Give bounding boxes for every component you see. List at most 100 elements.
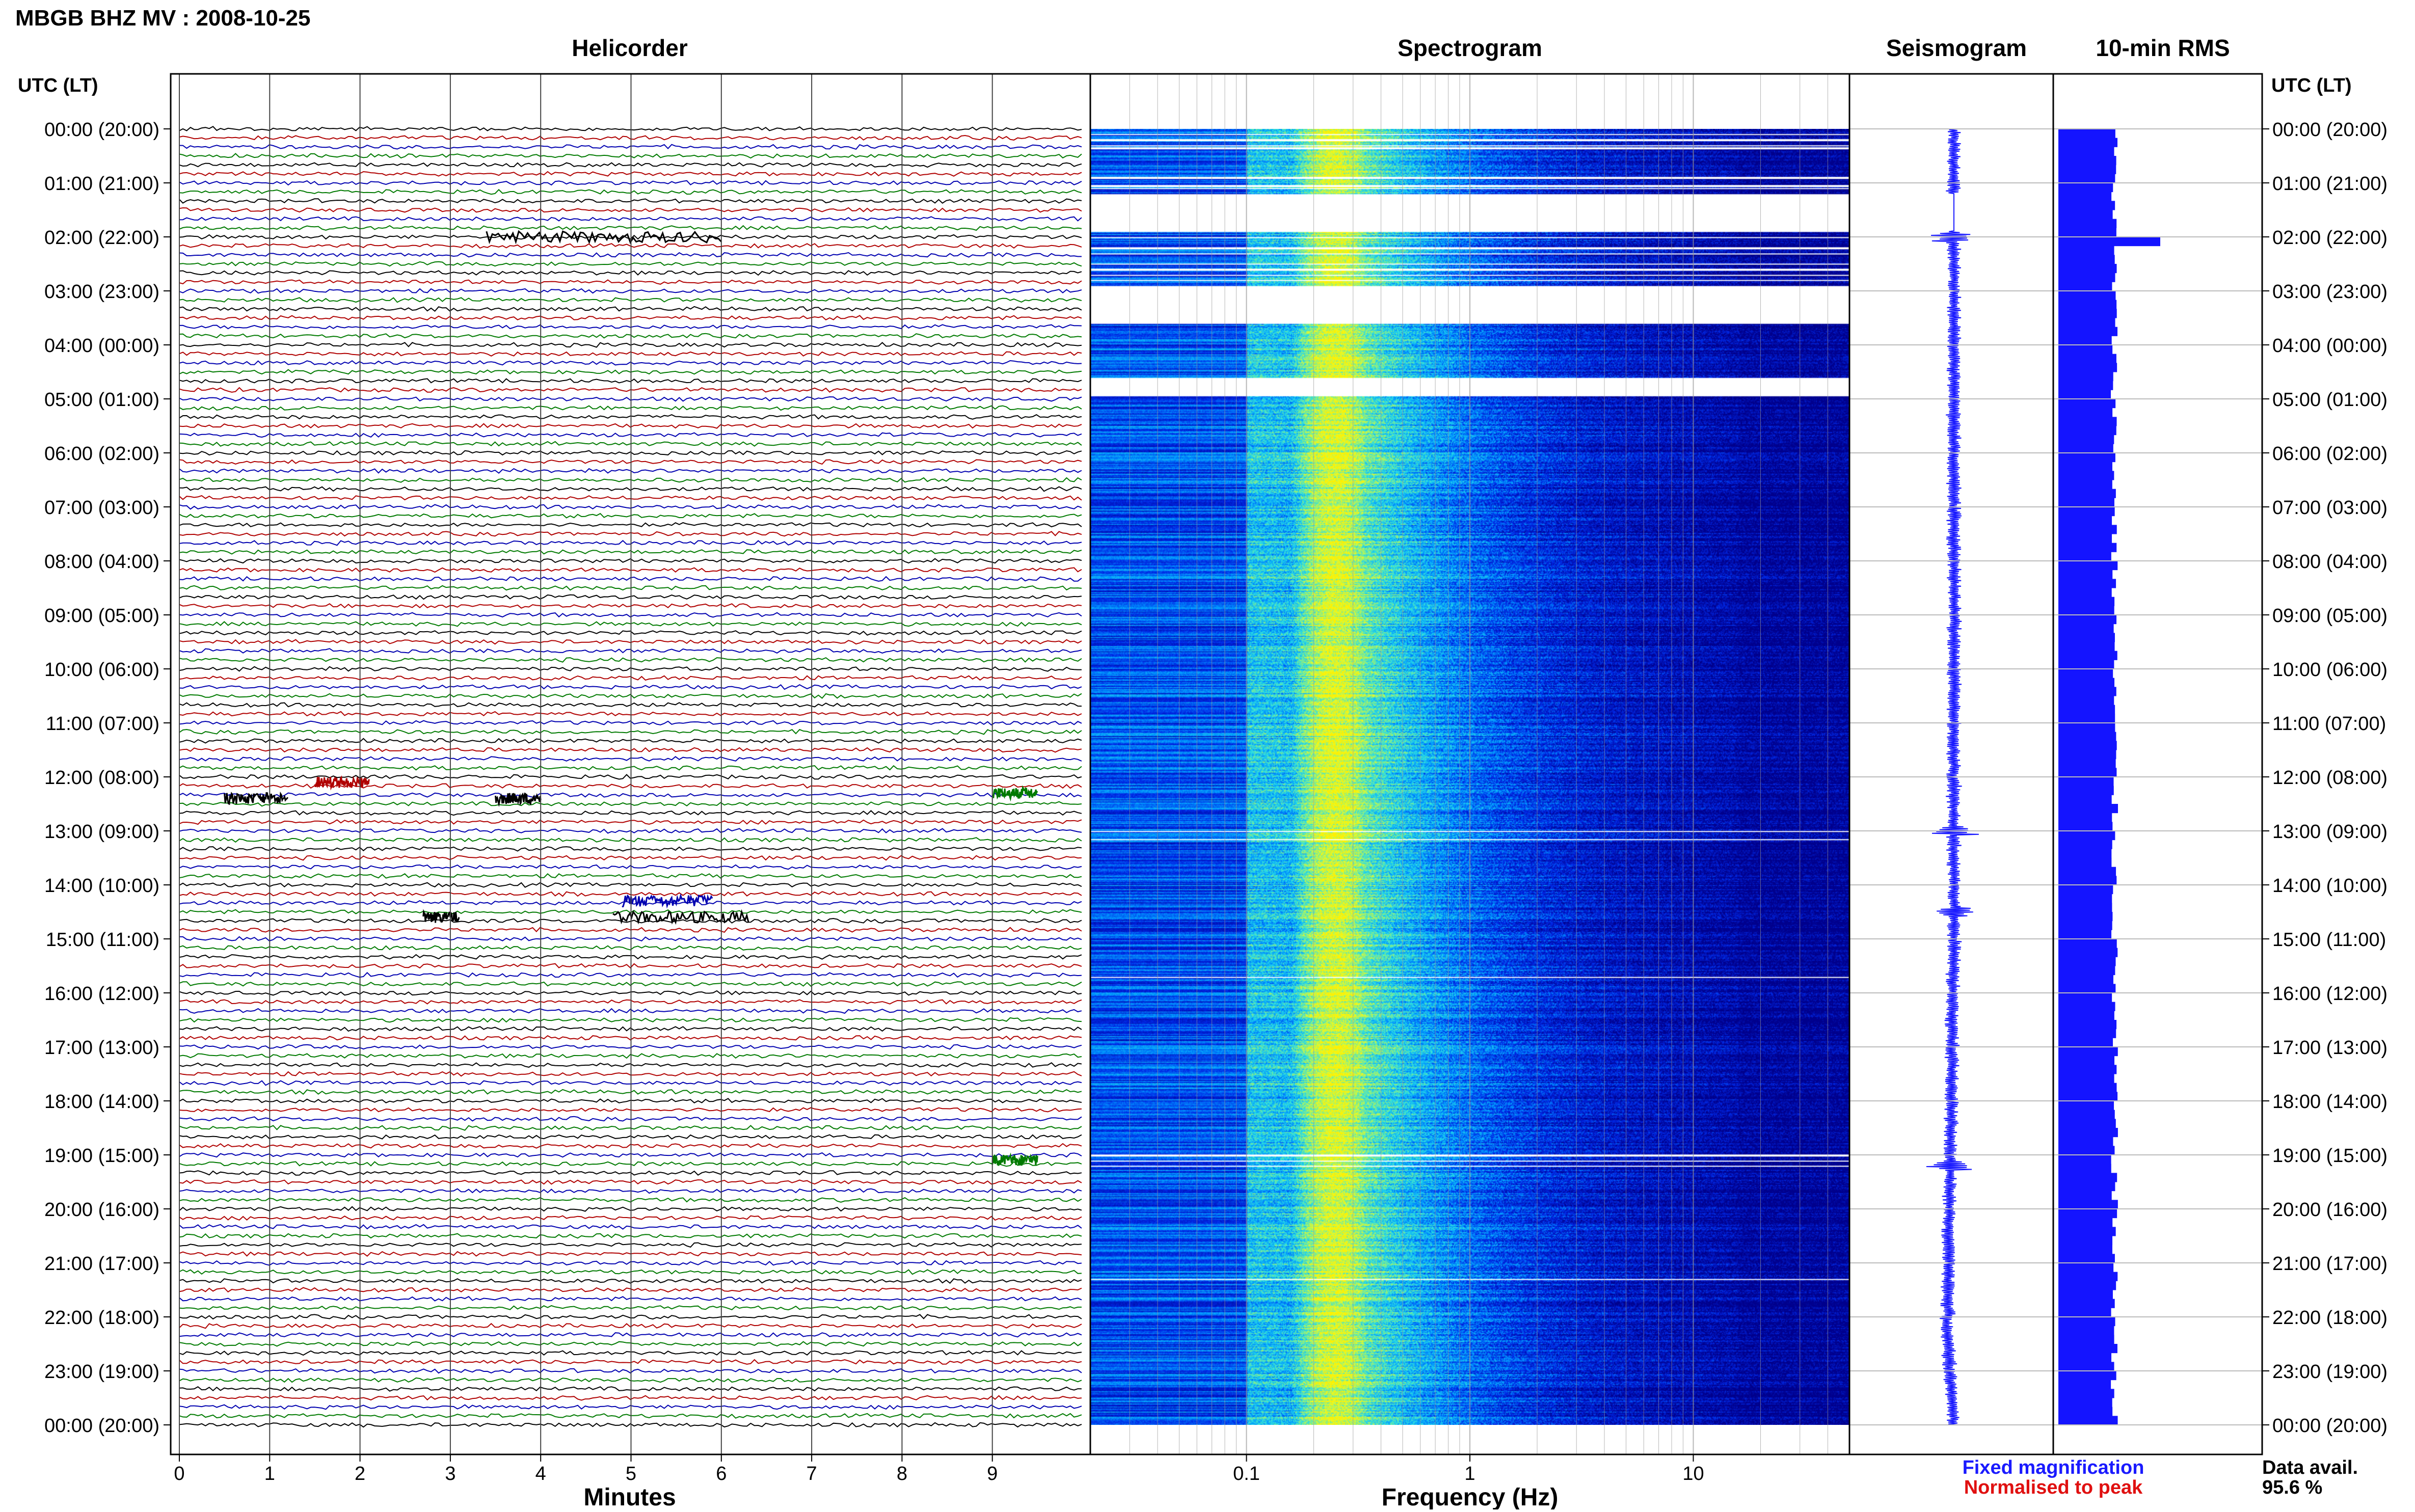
rms-bar <box>2058 327 2118 336</box>
hour-label-right: 09:00 (05:00) <box>2272 605 2387 627</box>
helicorder-trace <box>178 1322 1082 1329</box>
helicorder-xtick-label: 0 <box>174 1463 184 1484</box>
rms-bar <box>2058 282 2112 291</box>
helicorder-trace <box>178 468 1082 474</box>
helicorder-trace <box>179 747 1082 753</box>
rms-bar <box>2058 264 2117 274</box>
rms-bar <box>2058 516 2112 525</box>
helicorder-trace <box>179 711 1082 717</box>
rms-bar <box>2058 417 2117 426</box>
rms-bar <box>2058 1236 2113 1246</box>
rms-bar <box>2058 1272 2118 1281</box>
rms-bar <box>2058 1371 2116 1381</box>
seismogram-title: Seismogram <box>1886 35 2027 61</box>
helicorder-trace <box>179 504 1082 510</box>
helicorder-event <box>224 791 289 805</box>
hour-label-left: 11:00 (07:00) <box>46 713 159 735</box>
rms-bar <box>2058 786 2114 795</box>
helicorder-trace <box>179 693 1082 699</box>
hour-label-right: 02:00 (22:00) <box>2272 227 2387 249</box>
spectrogram-title: Spectrogram <box>1398 35 1542 61</box>
helicorder-trace <box>179 1386 1082 1392</box>
helicorder-trace <box>179 1233 1082 1239</box>
rms-bar <box>2058 426 2116 436</box>
rms-bar <box>2058 660 2114 669</box>
helicorder-trace <box>179 1341 1082 1347</box>
rms-bar <box>2058 1092 2118 1101</box>
hour-label-left: 10:00 (06:00) <box>44 659 159 681</box>
helicorder-trace <box>179 1287 1082 1293</box>
rms-bar <box>2058 1389 2114 1398</box>
hour-label-left: 21:00 (17:00) <box>44 1253 159 1275</box>
helicorder-trace <box>179 1251 1082 1257</box>
helicorder-trace <box>179 594 1082 600</box>
hour-label-right: 04:00 (00:00) <box>2272 335 2387 357</box>
hour-label-left: 19:00 (15:00) <box>44 1145 159 1167</box>
helicorder-trace <box>179 351 1082 357</box>
helicorder-trace <box>178 495 1082 501</box>
hour-label-left: 13:00 (09:00) <box>44 821 159 843</box>
hour-label-left: 20:00 (16:00) <box>44 1199 159 1221</box>
helicorder-trace <box>179 1134 1082 1140</box>
rms-bar <box>2058 1083 2117 1092</box>
helicorder-trace <box>179 1160 1082 1167</box>
helicorder-trace <box>179 1179 1082 1185</box>
rms-bar <box>2058 975 2113 984</box>
rms-bar <box>2058 534 2112 544</box>
rms-bar <box>2058 813 2112 822</box>
rms-bar <box>2058 255 2115 264</box>
hour-label-left: 17:00 (13:00) <box>44 1037 159 1059</box>
rms-bar <box>2058 165 2116 174</box>
helicorder-trace <box>179 1143 1082 1149</box>
helicorder-trace <box>179 396 1082 402</box>
helicorder-trace <box>179 558 1082 564</box>
rms-bar <box>2058 1020 2117 1030</box>
rms-bar <box>2058 1191 2112 1200</box>
utc-label-right: UTC (LT) <box>2271 75 2352 96</box>
helicorder-trace <box>179 378 1082 384</box>
rms-bar <box>2058 1416 2118 1425</box>
helicorder-trace <box>179 1089 1082 1095</box>
helicorder-trace <box>179 891 1082 897</box>
helicorder-trace <box>179 1368 1082 1374</box>
helicorder-trace <box>179 522 1082 528</box>
normalised-to-peak-label: Normalised to peak <box>1964 1477 2143 1498</box>
helicorder-trace <box>179 450 1082 456</box>
helicorder-trace <box>179 539 1082 546</box>
rms-bar <box>2058 1074 2114 1084</box>
helicorder-trace <box>179 360 1082 366</box>
helicorder-trace <box>179 1242 1082 1248</box>
helicorder-xlabel: Minutes <box>583 1484 676 1509</box>
helicorder-trace <box>179 297 1082 303</box>
hour-label-right: 18:00 (14:00) <box>2272 1091 2387 1113</box>
rms-bar <box>2058 714 2115 723</box>
hour-label-right: 16:00 (12:00) <box>2272 983 2387 1005</box>
rms-bar <box>2058 984 2116 993</box>
helicorder-trace <box>179 801 1082 807</box>
helicorder-trace <box>179 917 1082 924</box>
hour-label-left: 09:00 (05:00) <box>44 605 159 627</box>
helicorder-trace <box>179 728 1082 735</box>
hour-label-left: 00:00 (20:00) <box>44 119 159 141</box>
rms-bar <box>2058 1110 2115 1119</box>
helicorder-trace <box>179 162 1082 168</box>
rms-panel <box>2058 129 2160 1425</box>
rms-bar <box>2058 732 2116 741</box>
helicorder-trace <box>179 882 1082 888</box>
rms-bar <box>2058 1290 2113 1300</box>
data-avail-label: Data avail. <box>2262 1457 2358 1478</box>
helicorder-trace <box>179 180 1082 186</box>
rms-bar <box>2058 1200 2118 1209</box>
rms-bar <box>2058 579 2116 588</box>
helicorder-trace <box>179 971 1082 978</box>
rms-bar <box>2058 318 2115 328</box>
helicorder-trace <box>179 252 1082 258</box>
rms-bar <box>2058 696 2114 706</box>
helicorder-trace <box>179 576 1082 582</box>
rms-bar <box>2058 939 2117 949</box>
rms-bar <box>2058 1209 2117 1219</box>
rms-bar <box>2058 1254 2115 1263</box>
helicorder-title: Helicorder <box>572 35 688 61</box>
helicorder-trace <box>179 1107 1082 1113</box>
